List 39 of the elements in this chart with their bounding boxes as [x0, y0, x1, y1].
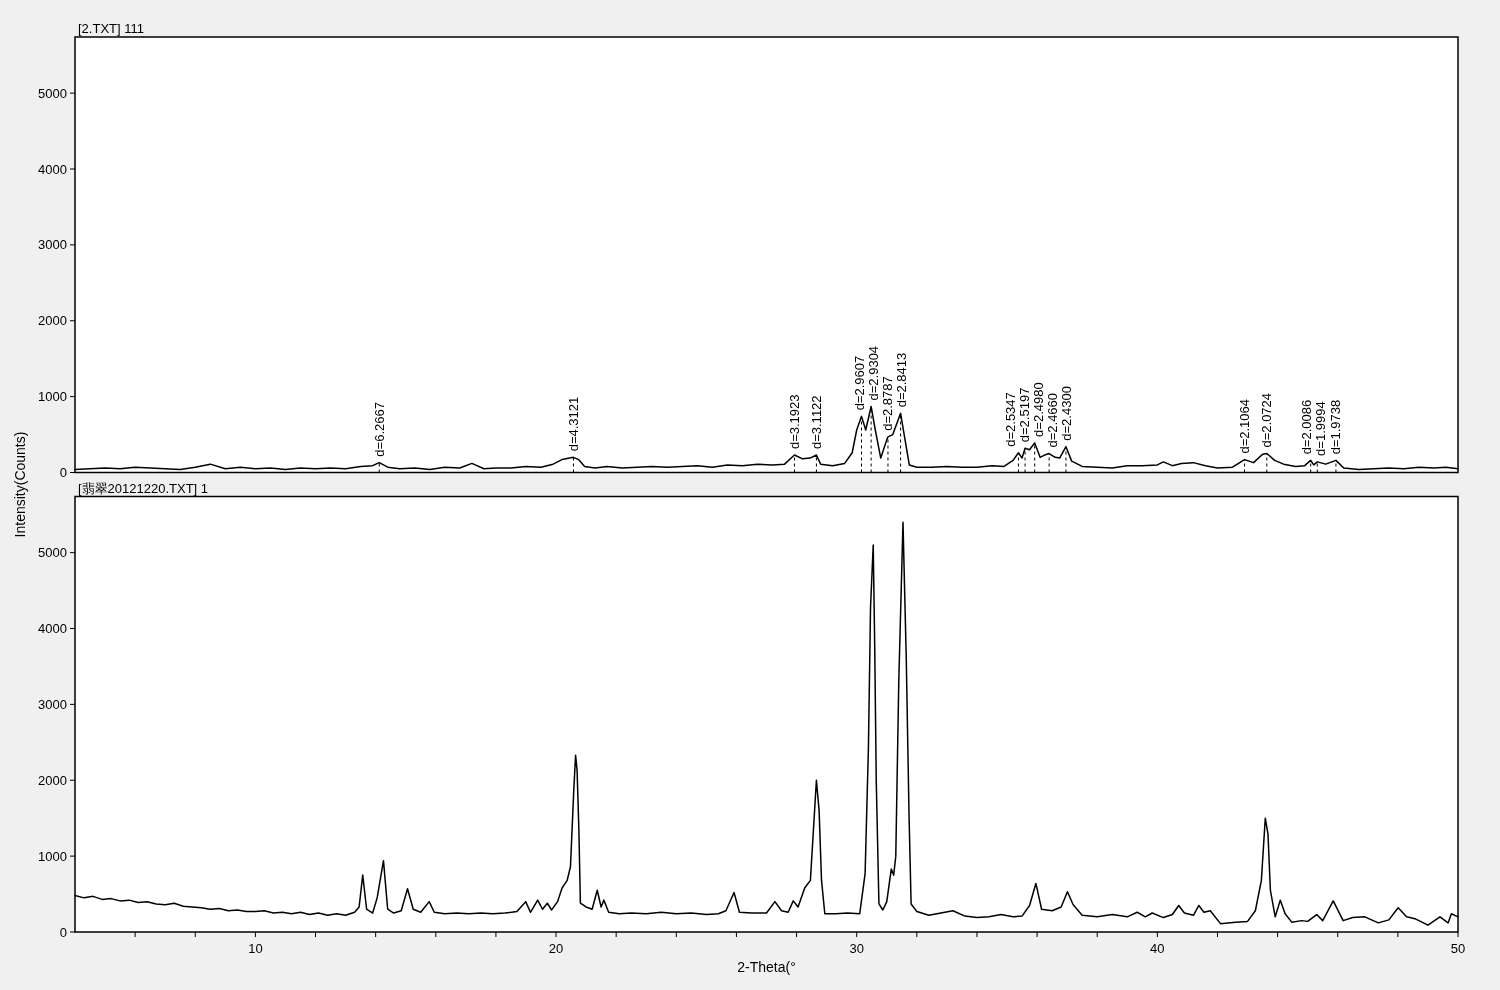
- x-axis-title: 2-Theta(°: [737, 959, 796, 975]
- x-tick-label: 10: [248, 940, 263, 956]
- x-tick-label: 50: [1450, 940, 1466, 956]
- y-tick-label: 5000: [38, 85, 67, 101]
- y-tick-label: 3000: [38, 237, 67, 253]
- x-tick-label: 20: [548, 940, 564, 956]
- y-axis-title: Intensity(Counts): [12, 431, 28, 538]
- annotation: d=2.1064: [1237, 399, 1253, 454]
- annotation: d=1.9738: [1328, 399, 1344, 455]
- y-tick-label: 4000: [38, 621, 67, 637]
- annotation: d=6.2667: [371, 402, 387, 457]
- annotation: d=2.8787: [879, 376, 895, 431]
- annotation: d=2.0086: [1299, 399, 1315, 455]
- annotation: d=2.4980: [1031, 382, 1047, 437]
- annotation: d=2.9607: [851, 355, 867, 411]
- x-tick-label: 30: [849, 940, 864, 956]
- annotation: d=2.8413: [893, 352, 909, 408]
- annotation: d=2.5347: [1003, 392, 1019, 447]
- annotation: d=3.1923: [786, 394, 802, 450]
- y-tick-label: 0: [59, 465, 67, 480]
- annotation: d=4.3121: [565, 396, 581, 452]
- annotation: d=2.0724: [1259, 392, 1275, 448]
- y-tick-label: 3000: [38, 696, 67, 712]
- x-tick-label: 40: [1150, 940, 1165, 956]
- annotation: d=2.4660: [1045, 392, 1061, 448]
- y-tick-label: 4000: [38, 161, 67, 177]
- y-tick-label: 2000: [38, 772, 67, 788]
- chart-title: [翡翠20121220.TXT] 1: [78, 480, 209, 496]
- annotation: d=1.9994: [1313, 401, 1329, 456]
- y-tick-label: 2000: [38, 313, 67, 329]
- annotation: d=2.4300: [1059, 386, 1075, 441]
- y-tick-label: 1000: [38, 389, 67, 405]
- annotation: d=2.9304: [865, 345, 881, 401]
- y-tick-label: 0: [59, 924, 67, 940]
- annotation: d=2.5197: [1017, 387, 1033, 443]
- y-tick-label: 1000: [38, 848, 67, 864]
- annotation: d=3.1122: [808, 395, 824, 450]
- chart-title: [2.TXT] 111: [78, 21, 144, 36]
- y-tick-label: 5000: [38, 545, 67, 561]
